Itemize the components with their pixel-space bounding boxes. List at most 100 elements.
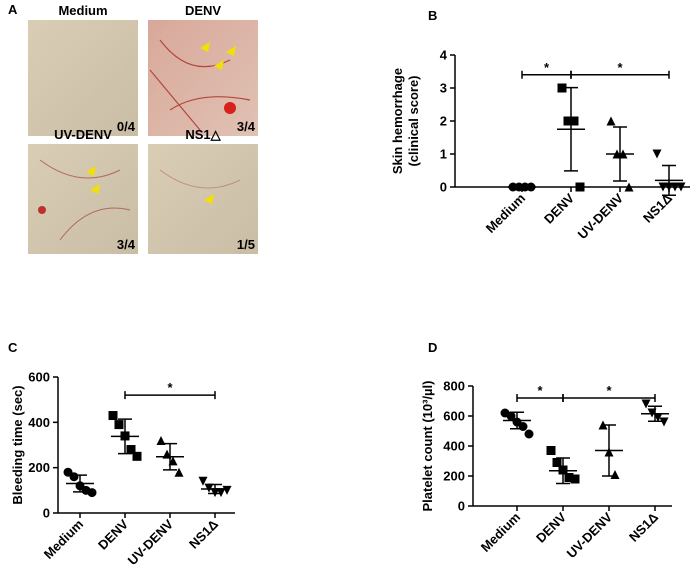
y-tick-label: 1 xyxy=(440,147,447,162)
x-tick-label: DENV xyxy=(541,190,577,226)
y-tick-label: 0 xyxy=(440,180,447,195)
significance-label: * xyxy=(167,380,173,395)
data-point xyxy=(575,182,585,192)
data-point xyxy=(132,451,142,461)
data-point xyxy=(624,182,634,192)
data-point xyxy=(610,470,620,479)
y-tick-label: 600 xyxy=(443,409,465,424)
x-tick-label: DENV xyxy=(533,509,569,545)
data-point xyxy=(546,446,556,455)
error-bar xyxy=(510,411,524,430)
x-tick-label: Medium xyxy=(483,191,528,236)
data-point xyxy=(506,411,516,421)
photo-fraction: 1/5 xyxy=(237,237,255,252)
vessels xyxy=(159,169,241,189)
data-point xyxy=(564,473,574,482)
panel-letter: C xyxy=(8,340,18,355)
hemorrhage xyxy=(38,206,46,214)
y-tick-label: 400 xyxy=(28,415,50,430)
x-tick-label: Medium xyxy=(478,510,523,555)
photo-label: DENV xyxy=(185,3,221,18)
significance-label: * xyxy=(606,383,612,398)
y-axis-label: (clinical score) xyxy=(406,75,421,166)
data-point xyxy=(204,483,214,493)
error-bar xyxy=(208,483,222,495)
y-tick-label: 200 xyxy=(443,469,465,484)
data-point xyxy=(606,116,616,126)
y-tick-label: 0 xyxy=(43,506,50,521)
x-tick-label: UV-DENV xyxy=(125,516,177,568)
y-tick-label: 2 xyxy=(440,114,447,129)
significance-bracket xyxy=(570,70,670,79)
error-bar xyxy=(662,164,676,196)
y-tick-label: 4 xyxy=(440,48,448,63)
data-point xyxy=(569,116,579,126)
x-tick-label: NS1Δ xyxy=(186,517,221,552)
error-bar xyxy=(163,442,177,471)
data-point xyxy=(198,476,208,486)
error-bar xyxy=(564,86,578,172)
data-point xyxy=(108,411,118,421)
significance-label: * xyxy=(617,60,623,75)
photo-label: Medium xyxy=(58,3,107,18)
photo xyxy=(28,20,138,136)
photo-fraction: 0/4 xyxy=(117,119,136,134)
data-point xyxy=(126,445,136,455)
data-point xyxy=(641,399,651,409)
error-bar xyxy=(556,457,570,485)
data-point xyxy=(114,420,124,430)
x-tick-label: DENV xyxy=(95,516,131,552)
significance-label: * xyxy=(544,60,550,75)
data-point xyxy=(518,422,528,431)
data-point xyxy=(658,182,668,192)
data-point xyxy=(222,485,232,495)
significance-bracket xyxy=(124,391,216,400)
y-tick-label: 0 xyxy=(458,499,465,514)
data-point xyxy=(659,417,669,427)
arrows xyxy=(86,42,236,204)
x-tick-label: NS1Δ xyxy=(626,510,661,545)
y-tick-label: 800 xyxy=(443,379,465,394)
error-bar xyxy=(602,424,616,477)
error-bar xyxy=(648,405,662,422)
panel-letter: B xyxy=(428,8,437,23)
photo-fraction: 3/4 xyxy=(237,119,256,134)
x-tick-label: UV-DENV xyxy=(564,509,616,561)
photo xyxy=(28,144,138,254)
y-tick-label: 400 xyxy=(443,439,465,454)
photos xyxy=(28,20,258,254)
y-axis-label: Platelet count (10³/µl) xyxy=(420,380,435,511)
error-bar xyxy=(613,126,627,182)
data-point xyxy=(216,488,226,498)
y-axis-label: Bleeding time (sec) xyxy=(10,385,25,504)
data-point xyxy=(156,435,166,445)
x-tick-label: UV-DENV xyxy=(575,190,627,242)
significance-bracket xyxy=(562,394,656,402)
photo xyxy=(148,20,258,136)
data-point xyxy=(557,83,567,93)
data-point xyxy=(563,116,573,126)
vessels xyxy=(39,159,131,241)
data-point xyxy=(570,474,580,484)
data-point xyxy=(87,488,97,498)
error-bar xyxy=(118,418,132,455)
data-point xyxy=(174,467,184,477)
data-point xyxy=(552,458,562,467)
data-point xyxy=(524,429,534,439)
photo-label: UV-DENV xyxy=(54,127,112,142)
hemorrhage xyxy=(224,102,236,114)
data-point xyxy=(670,182,680,192)
y-tick-label: 200 xyxy=(28,460,50,475)
y-axis-label: Skin hemorrhage xyxy=(390,68,405,174)
significance-label: * xyxy=(537,383,543,398)
photo-fraction: 3/4 xyxy=(117,237,136,252)
data-point xyxy=(676,182,686,192)
photo-label: NS1△ xyxy=(185,127,221,142)
x-tick-label: Medium xyxy=(41,517,86,562)
panel-letter: D xyxy=(428,340,437,355)
panel-letter: A xyxy=(8,2,18,17)
y-tick-label: 600 xyxy=(28,370,50,385)
data-point xyxy=(69,472,79,482)
photo xyxy=(148,144,258,254)
